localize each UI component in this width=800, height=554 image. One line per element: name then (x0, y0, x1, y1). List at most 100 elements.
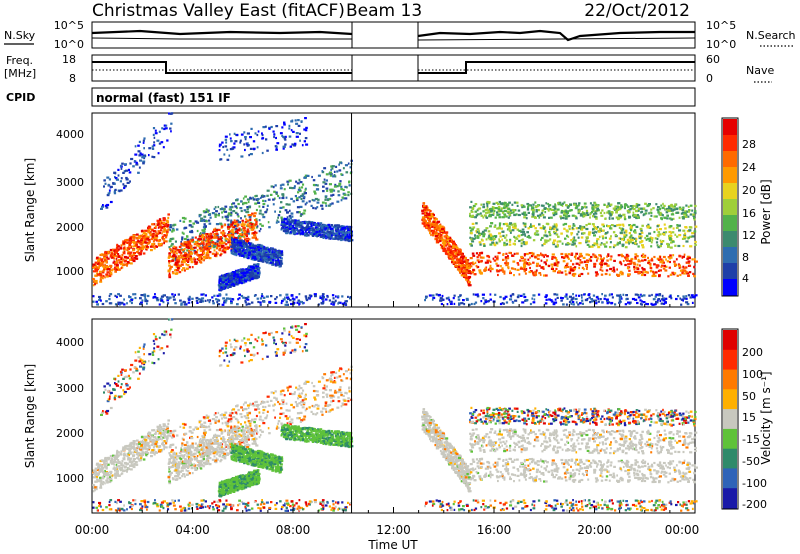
power-echo-cell (685, 261, 688, 264)
power-echo-cell (320, 227, 324, 230)
power-echo-cell (430, 229, 433, 232)
power-echo-cell (169, 238, 172, 242)
power-echo-cell (529, 266, 531, 270)
power-echo-cell (447, 249, 451, 252)
power-echo-cell (330, 234, 333, 237)
power-echo-cell (662, 240, 665, 243)
power-echo-cell (425, 212, 428, 215)
power-echo-cell (238, 277, 241, 280)
power-echo-cell (524, 234, 526, 237)
power-echo-cell (174, 263, 178, 266)
power-echo-cell (242, 240, 245, 243)
power-echo-cell (607, 225, 611, 228)
power-echo-cell (492, 237, 496, 240)
power-echo-cell (251, 236, 255, 239)
power-echo-cell (100, 258, 104, 262)
power-echo-cell (566, 234, 568, 237)
power-echo-cell (638, 232, 642, 236)
power-echo-cell (552, 212, 555, 215)
power-echo-cell (275, 221, 278, 224)
power-echo-cell (235, 206, 238, 210)
power-echo-cell (227, 241, 231, 244)
power-echo-cell (590, 245, 594, 248)
power-echo-cell (135, 257, 139, 260)
power-echo-cell (548, 204, 552, 207)
power-echo-cell (291, 219, 295, 222)
power-echo-cell (654, 237, 657, 240)
power-echo-cell (642, 253, 645, 256)
power-echo-cell (641, 255, 644, 259)
power-echo-cell (475, 214, 479, 217)
power-echo-cell (529, 256, 531, 259)
power-echo-cell (676, 235, 679, 238)
power-echo-cell (126, 241, 130, 244)
power-echo-cell (616, 274, 620, 277)
power-echo-cell (635, 210, 638, 213)
power-echo-cell (202, 238, 205, 241)
power-echo-cell (572, 266, 575, 270)
power-echo-cell (106, 271, 110, 274)
power-echo-cell (619, 231, 623, 234)
power-echo-cell (474, 273, 477, 276)
power-echo-cell (453, 242, 456, 245)
power-echo-cell (213, 228, 216, 231)
power-echo-cell (171, 243, 174, 246)
power-echo-cell (184, 269, 186, 272)
power-echo-cell (261, 258, 265, 261)
power-echo-cell (562, 260, 566, 263)
power-echo-cell (604, 232, 608, 235)
power-echo-cell (140, 251, 143, 254)
power-echo-cell (521, 212, 524, 215)
power-echo-cell (115, 246, 119, 249)
power-echo-cell (233, 250, 236, 253)
power-echo-cell (475, 230, 478, 233)
power-echo-cell (662, 255, 666, 259)
power-echo-cell (540, 238, 542, 241)
power-echo-cell (214, 253, 218, 256)
power-echo-cell (288, 209, 291, 212)
power-echo-cell (248, 206, 251, 209)
power-echo-cell (628, 239, 631, 242)
power-echo-cell (441, 239, 445, 242)
power-echo-cell (163, 242, 165, 245)
power-echo-cell (586, 259, 589, 262)
power-echo-cell (236, 283, 239, 286)
power-echo-cell (249, 273, 251, 276)
power-echo-cell (330, 168, 332, 171)
power-echo-cell (180, 251, 183, 254)
power-echo-cell (493, 259, 497, 262)
power-echo-cell (231, 206, 234, 209)
power-echo-cell (508, 213, 511, 216)
power-echo-cell (596, 259, 598, 262)
power-echo-cell (693, 275, 696, 278)
power-echo-cell (312, 232, 316, 235)
power-echo-cell (239, 278, 243, 281)
noise-left-tick-top: 10^5 (54, 19, 84, 32)
noise-panel-frame (91, 21, 696, 49)
power-echo-cell (198, 254, 201, 257)
power-echo-cell (227, 223, 229, 226)
power-echo-cell (348, 236, 351, 239)
power-echo-cell (159, 231, 162, 235)
power-echo-cell (346, 235, 349, 238)
power-echo-cell (158, 239, 161, 242)
power-echo-cell (178, 258, 181, 261)
power-echo-cell (515, 237, 519, 240)
power-echo-cell (217, 238, 221, 241)
power-echo-cell (519, 259, 522, 262)
power-echo-cell (514, 268, 517, 271)
power-echo-cell (327, 223, 331, 226)
power-echo-cell (593, 265, 596, 268)
power-echo-cell (304, 192, 307, 195)
power-echo-cell (504, 201, 507, 205)
power-echo-cell (243, 256, 246, 259)
power-echo-cell (600, 242, 603, 245)
power-echo-cell (629, 208, 632, 211)
power-echo-cell (322, 185, 325, 188)
power-echo-cell (527, 211, 530, 214)
plot-title: Christmas Valley East (fitACF) (92, 1, 345, 21)
power-echo-cell (427, 216, 431, 219)
power-echo-cell (249, 275, 252, 279)
power-echo-cell (104, 264, 106, 267)
power-echo-cell (470, 232, 473, 235)
